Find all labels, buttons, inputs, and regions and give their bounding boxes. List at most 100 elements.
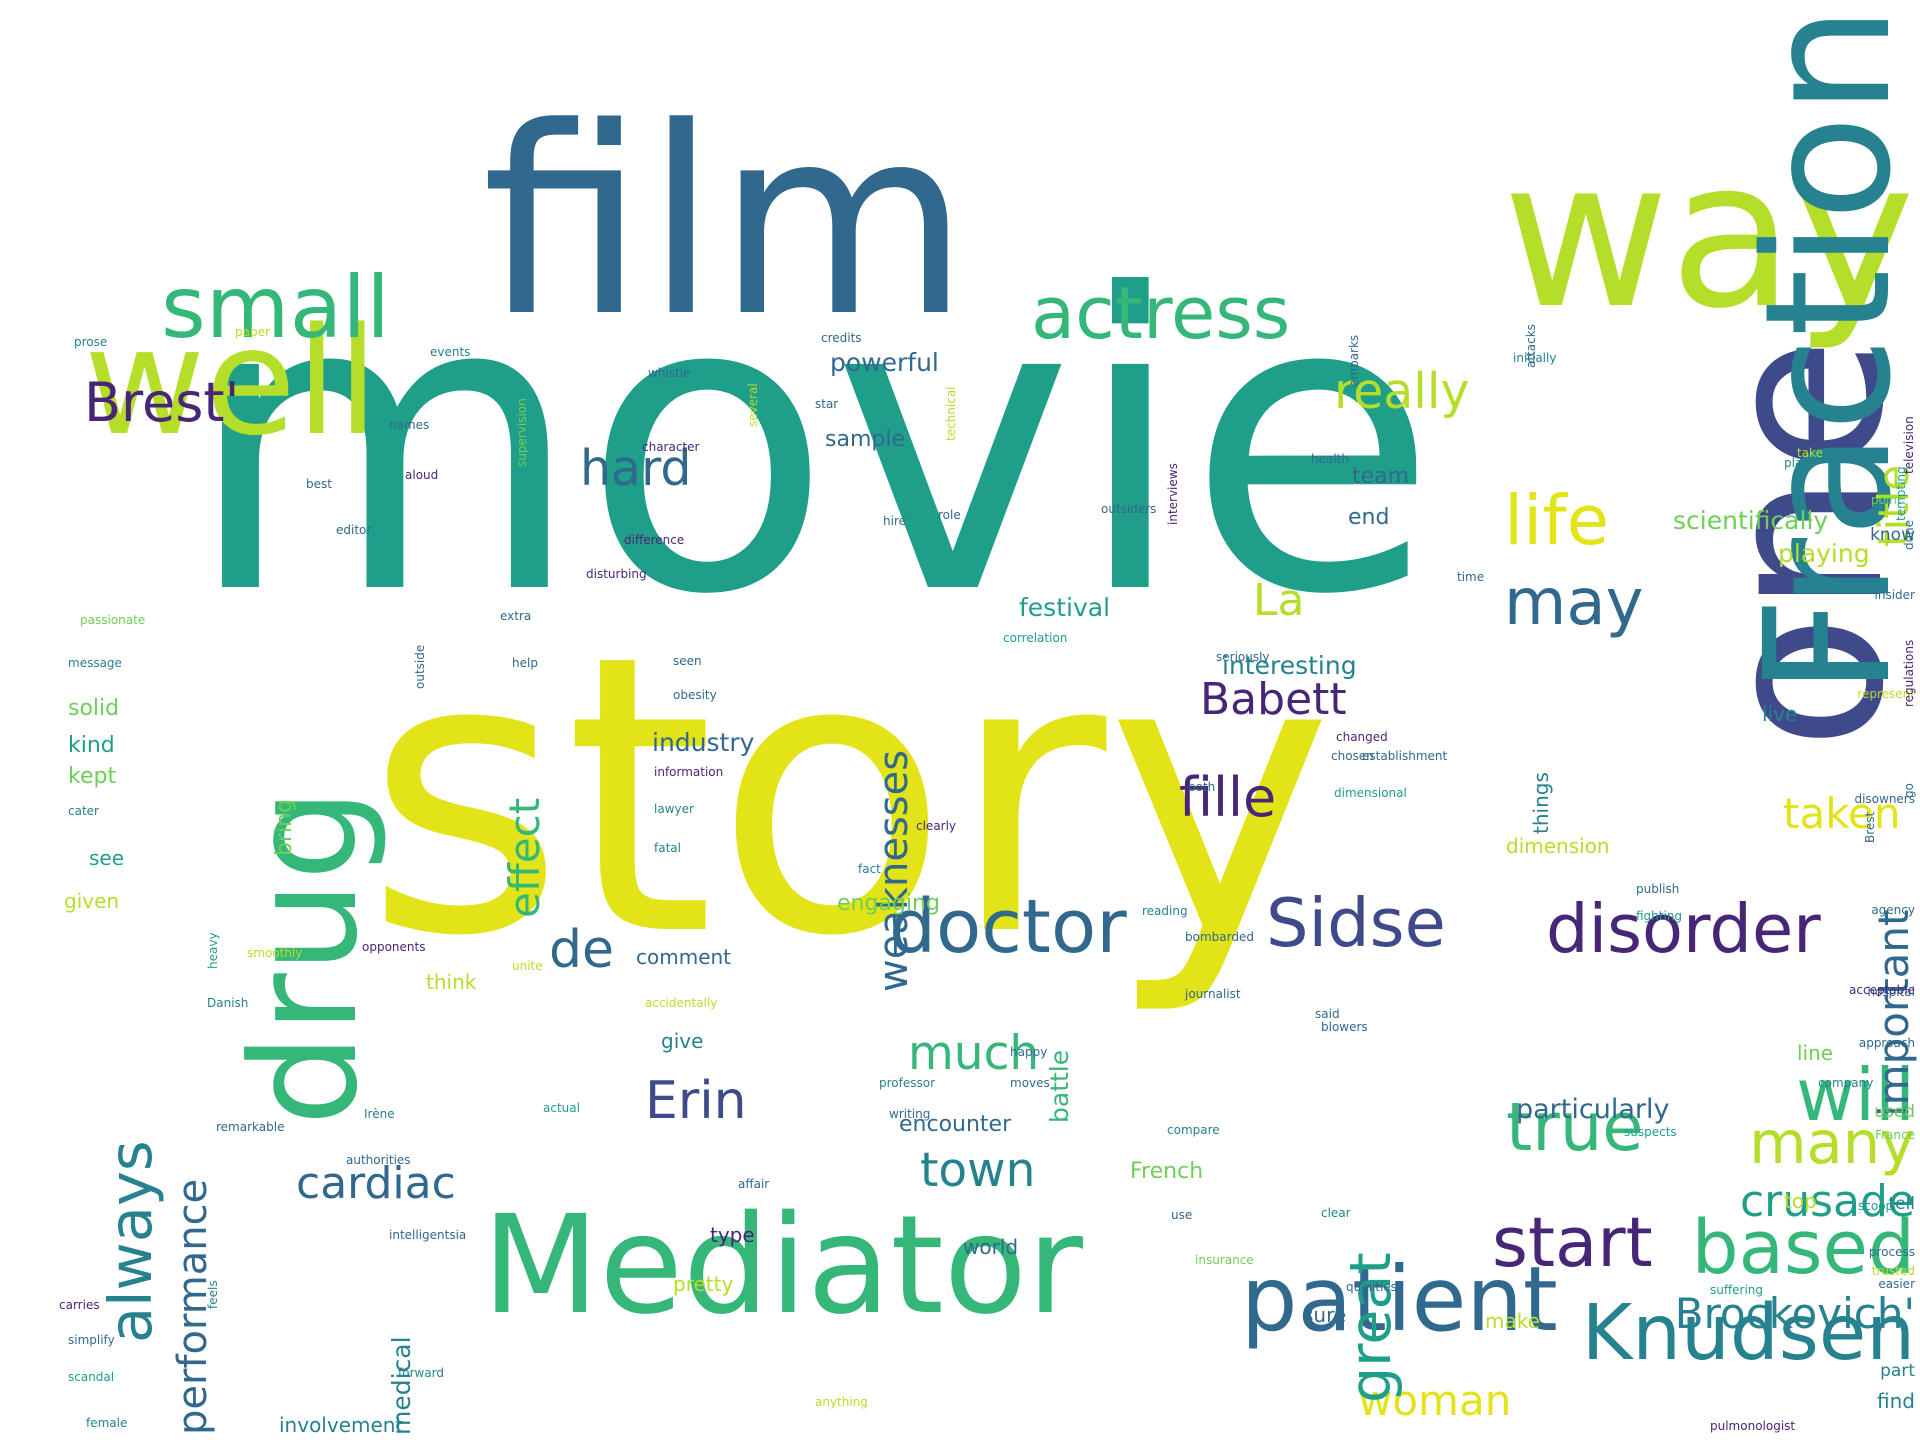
word-information: information [654,765,724,779]
word-passionate: passionate [80,613,146,627]
word-suffering: suffering [1710,1283,1763,1297]
word-professor: professor [879,1076,936,1090]
word-writing: writing [889,1107,931,1121]
word-will: will [1796,1053,1915,1137]
word-many: many [1749,1108,1915,1177]
word-fact: fact [858,862,881,876]
word-hospital: hospital [1867,985,1915,999]
word-fatal: fatal [654,841,681,855]
word-remarkable: remarkable [216,1120,285,1134]
word-represent: represent [1857,687,1915,701]
word-sure: sure [1303,1303,1347,1327]
word-insider: insider [1874,588,1915,602]
word-powerful: powerful [830,348,939,377]
word-way: way [1502,117,1915,354]
word-authorities: authorities [346,1153,411,1167]
word-festival: festival [1019,593,1111,622]
word-small: small [161,258,391,358]
word-trusted: trusted [1871,1264,1915,1278]
word-actress: actress [1031,271,1291,355]
word-find: find [1877,1389,1915,1413]
word-plays: plays [1784,456,1816,470]
word-knudsen: Knudsen [1581,1289,1915,1378]
word-tempting: tempting [1894,466,1908,521]
word-hire: hire [883,514,906,528]
word-accidentally: accidentally [645,996,718,1010]
word-bring: bring [272,798,297,856]
word-acceptable: acceptable [1849,983,1915,997]
word-great: great [1338,1252,1404,1403]
word-hard: hard [580,440,692,497]
word-sample: sample [825,427,905,452]
word-agency: agency [1871,903,1915,917]
word-know: know [1870,525,1915,545]
word-technical: technical [944,386,958,441]
word-may: may [1504,566,1644,640]
word-correlation: correlation [1003,631,1068,645]
word-fighting: fighting [1636,909,1683,923]
word-town: town [920,1143,1036,1198]
word-regulations: regulations [1902,639,1916,707]
word-dimensional: dimensional [1334,786,1407,800]
word-type: type [710,1223,755,1247]
word-clear: clear [1321,1206,1351,1220]
word-brest: Brest [1863,811,1877,843]
word-lawyer: lawyer [654,802,694,816]
word-help: help [512,656,538,670]
word-character: character [642,440,700,454]
word-actual: actual [543,1101,580,1115]
word-scientifically: scientifically [1673,506,1829,535]
word-easier: easier [1878,1277,1915,1291]
word-live: live [1762,702,1798,726]
word-interviews: interviews [1166,463,1180,525]
word-world: world [963,1235,1019,1259]
word-encounter: encounter [899,1112,1012,1137]
word-paper: paper [235,325,270,339]
word-names: names [389,418,430,432]
word-kept: kept [68,764,117,789]
word-star: star [815,397,839,411]
word-pulmonologist: pulmonologist [1710,1419,1796,1433]
word-industry: industry [652,728,755,757]
word-erin: Erin [645,1071,747,1131]
word-make: make [1485,1309,1540,1333]
word-la: La [1253,575,1305,626]
word-brockovich: Brockovich' [1674,1289,1915,1338]
word-establishment: establishment [1362,749,1448,763]
word-patient: patient [1241,1247,1558,1351]
word-start: start [1492,1203,1653,1283]
word-several: several [746,383,760,427]
word-publish: publish [1636,882,1680,896]
word-message: message [68,656,122,670]
word-feels: feels [206,1280,220,1309]
word-doctor: doctor [889,884,1127,970]
word-woman: woman [1358,1376,1512,1425]
word-company: company [1818,1076,1874,1090]
word-qualities: qualities [1346,1280,1397,1294]
word-much: much [908,1026,1040,1081]
word-use: use [1171,1208,1193,1222]
word-best: best [306,477,332,491]
word-french: French [1130,1159,1204,1184]
word-approach: approach [1858,1036,1915,1050]
word-blowers: blowers [1321,1020,1368,1034]
word-engaging: engaging [837,891,940,916]
word-scoop: scoop [1858,1199,1894,1213]
word-opponents: opponents [362,940,426,954]
word-involvement: involvement [279,1413,404,1437]
word-chosen: chosen [1331,749,1374,763]
word-cardiac: cardiac [296,1158,456,1209]
word-smoothly: smoothly [247,946,303,960]
word-compare: compare [1167,1123,1220,1137]
word-true: true [1506,1088,1644,1166]
word-film: film [482,73,970,374]
word-obesity: obesity [673,688,717,702]
word-initially: initially [1513,351,1557,365]
word-scandal: scandal [68,1370,115,1384]
word-well: well [84,296,379,468]
word-suspects: suspects [1624,1125,1677,1139]
word-heavy: heavy [206,932,220,969]
word-dimension: dimension [1506,834,1610,858]
word-babett: Babett [1200,674,1347,725]
word-really: really [1334,363,1470,420]
